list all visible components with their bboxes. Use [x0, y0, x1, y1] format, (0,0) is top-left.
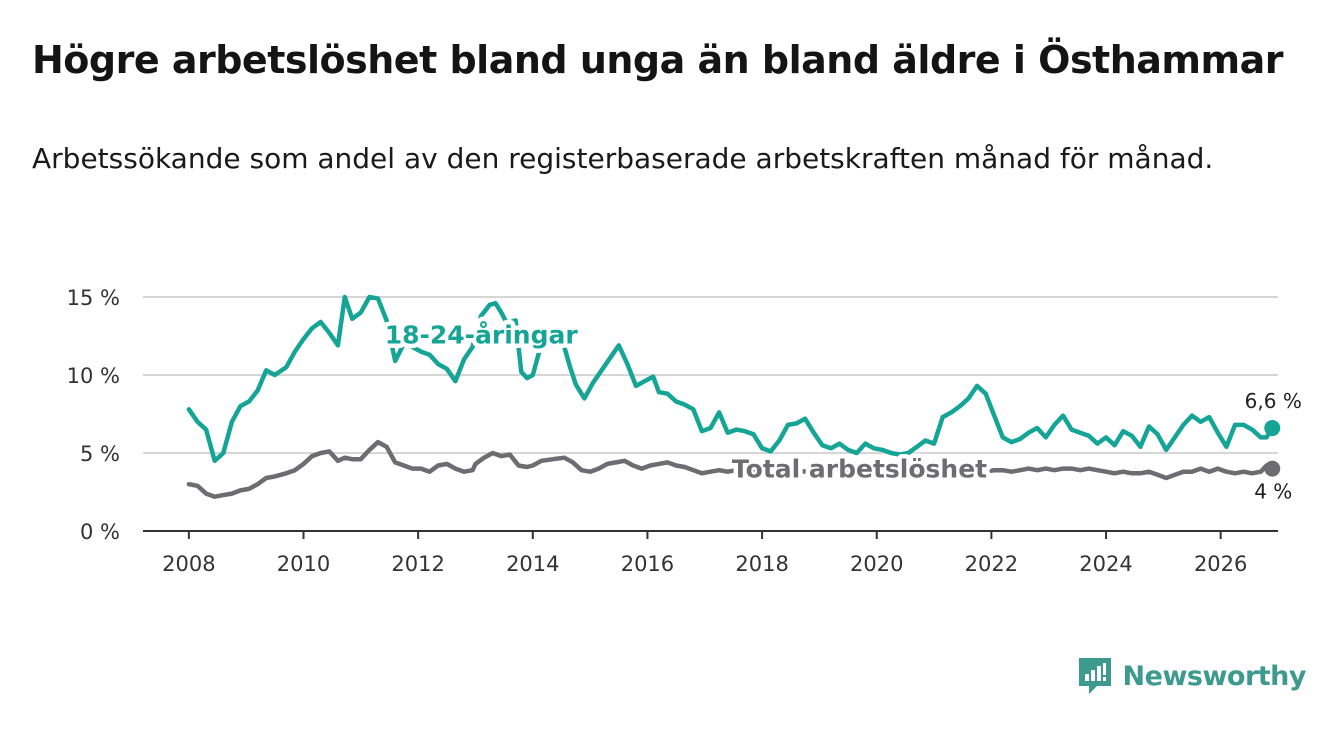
x-tick-label: 2012: [391, 552, 444, 576]
brand-name: Newsworthy: [1122, 660, 1307, 692]
total-series-label: Total arbetslöshet: [732, 455, 987, 484]
x-tick-label: 2020: [850, 552, 903, 576]
youth-end-label: 6,6 %: [1245, 389, 1302, 413]
x-tick-label: 2010: [277, 552, 330, 576]
chart-subtitle: Arbetssökande som andel av den registerb…: [32, 142, 1214, 175]
total-end-label: 4 %: [1254, 480, 1292, 504]
x-tick-label: 2014: [506, 552, 559, 576]
x-tick-label: 2008: [162, 552, 215, 576]
y-tick-label: 10 %: [67, 364, 120, 388]
newsworthy-logo-icon: [1078, 658, 1111, 694]
youth-series-label: 18-24-åringar: [385, 320, 579, 349]
x-tick-label: 2024: [1079, 552, 1132, 576]
brand-logo: Newsworthy: [1077, 656, 1307, 696]
total-series-line: [186, 439, 1275, 499]
total-end-point: [1264, 460, 1281, 477]
x-tick-label: 2022: [965, 552, 1018, 576]
y-tick-label: 0 %: [80, 520, 120, 544]
chart-title: Högre arbetslöshet bland unga än bland ä…: [32, 38, 1284, 82]
x-tick-label: 2026: [1194, 552, 1247, 576]
y-tick-label: 5 %: [80, 442, 120, 466]
youth-series-line: [186, 294, 1275, 464]
y-tick-label: 15 %: [67, 286, 120, 310]
x-tick-label: 2016: [621, 552, 674, 576]
youth-end-point: [1264, 420, 1281, 437]
x-tick-label: 2018: [735, 552, 788, 576]
